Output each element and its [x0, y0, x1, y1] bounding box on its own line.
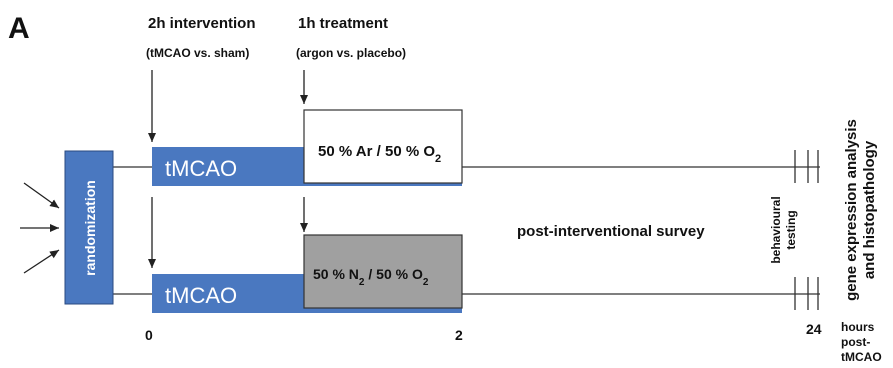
axis-unit-line3: tMCAO — [841, 350, 882, 364]
randomization-box — [64, 150, 114, 305]
treatment-subtitle: (argon vs. placebo) — [296, 46, 406, 60]
survey-label: post-interventional survey — [517, 223, 705, 240]
placebo-treatment-box — [303, 234, 463, 309]
axis-tick-2: 2 — [455, 327, 463, 343]
intervention-title: 2h intervention — [148, 15, 256, 32]
behavioural-markers — [794, 150, 809, 310]
intervention-subtitle: (tMCAO vs. sham) — [146, 46, 249, 60]
arrow-in-top — [23, 182, 60, 209]
argon-treatment-box — [303, 109, 463, 184]
treatment-title: 1h treatment — [298, 15, 388, 32]
tmcao-label-top: tMCAO — [165, 156, 237, 181]
arrow-in-bottom — [23, 249, 60, 274]
tmcao-label-bottom: tMCAO — [165, 283, 237, 308]
axis-tick-24: 24 — [806, 321, 822, 337]
behavioural-label-line1: behavioural — [769, 196, 783, 263]
placebo-gas-label: 50 % N2 / 50 % O2 — [313, 266, 429, 288]
axis-unit-line2: post- — [841, 335, 870, 349]
analysis-label-line2: and histopathology — [861, 140, 878, 279]
axis-tick-0: 0 — [145, 327, 153, 343]
incoming-arrows — [20, 182, 60, 274]
analysis-label-line1: gene expression analysis — [843, 119, 860, 301]
randomization-label: randomization — [82, 180, 98, 276]
axis-unit-line1: hours — [841, 320, 875, 334]
panel-label: A — [8, 12, 30, 45]
behavioural-label-line2: testing — [784, 210, 798, 249]
argon-gas-label: 50 % Ar / 50 % O2 — [318, 143, 441, 165]
